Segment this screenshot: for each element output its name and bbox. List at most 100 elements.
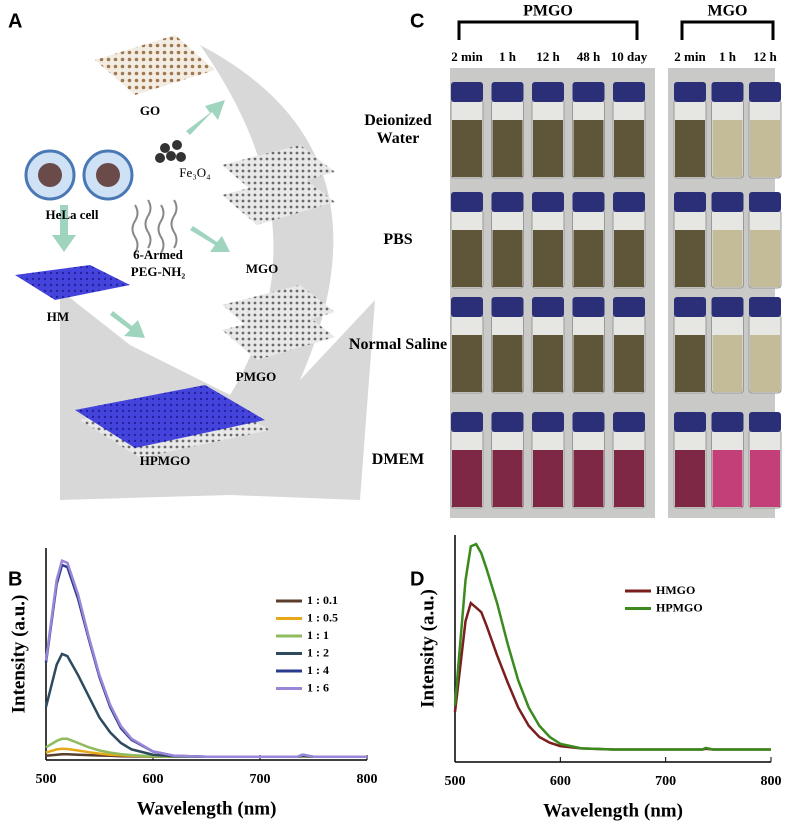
vial-cap: [711, 297, 744, 317]
pmgo-sheet: [222, 285, 335, 335]
time-label: 48 h: [577, 49, 601, 64]
legend-label: 1 : 0.1: [307, 593, 338, 607]
panel-label: D: [410, 568, 424, 590]
medium-label: PBS: [383, 231, 413, 248]
vial-liquid: [712, 120, 743, 177]
legend-label: HPMGO: [656, 600, 703, 614]
panel-label: A: [8, 10, 22, 32]
vial-cap: [613, 192, 645, 212]
x-tick-label: 600: [143, 772, 164, 787]
vial-liquid: [573, 450, 604, 507]
fe3o4-particles: [155, 140, 186, 163]
vial-cap: [572, 192, 605, 212]
vial-liquid: [573, 120, 604, 177]
label: HPMGO: [140, 453, 191, 468]
y-axis-label: Intensity (a.u.): [8, 595, 29, 714]
vial-cap: [532, 192, 564, 212]
vial-cap: [613, 412, 645, 432]
x-tick-label: 700: [250, 772, 271, 787]
vial-cap: [711, 412, 744, 432]
vial-cap: [491, 412, 524, 432]
label: PEG-NH₂: [131, 264, 186, 279]
vial-cap: [491, 192, 524, 212]
panel-label: C: [410, 10, 424, 32]
vial-cap: [749, 412, 781, 432]
hpmgo-membrane: [75, 385, 265, 448]
vial-cap: [749, 192, 781, 212]
vial-liquid: [712, 450, 743, 507]
time-label: 2 min: [451, 49, 483, 64]
vial-liquid: [750, 230, 780, 287]
x-tick-label: 700: [655, 774, 676, 789]
hela-cells: [24, 149, 134, 201]
x-tick-label: 500: [36, 772, 57, 787]
x-tick-label: 500: [445, 774, 466, 789]
vial-liquid: [452, 450, 482, 507]
x-axis-label: Wavelength (nm): [543, 800, 683, 821]
vial-cap: [572, 297, 605, 317]
vial-liquid: [712, 230, 743, 287]
label: 6-Armed: [133, 247, 184, 262]
vial-cap: [451, 192, 483, 212]
vial-liquid: [750, 450, 780, 507]
vial-liquid: [533, 230, 563, 287]
vial-cap: [451, 82, 483, 102]
vial-cap: [613, 82, 645, 102]
label: PMGO: [236, 369, 276, 384]
vial-liquid: [492, 230, 523, 287]
time-label: 10 day: [611, 49, 648, 64]
bracket: [680, 20, 775, 40]
vial-liquid: [614, 335, 644, 392]
x-tick-label: 600: [550, 774, 571, 789]
medium-label: DMEM: [371, 451, 425, 468]
vial-cap: [674, 192, 706, 212]
spectrum-line: [44, 559, 367, 759]
legend-label: HMGO: [656, 583, 695, 597]
vial-liquid: [492, 450, 523, 507]
vial-cap: [711, 192, 744, 212]
go-sheet: [95, 35, 215, 95]
vial-cap: [532, 412, 564, 432]
time-label: 1 h: [499, 49, 517, 64]
label: HM: [47, 309, 69, 324]
spectrum-line: [453, 542, 771, 751]
hm-sheet: [15, 265, 130, 300]
vial-liquid: [712, 335, 743, 392]
vial-cap: [749, 82, 781, 102]
bracket: [457, 20, 639, 40]
label: GO: [140, 103, 160, 118]
legend-label: 1 : 6: [307, 680, 329, 694]
vial-liquid: [750, 120, 780, 177]
vial-liquid: [675, 230, 705, 287]
x-axis-label: Wavelength (nm): [137, 798, 277, 819]
label: Fe₃O₄: [179, 165, 211, 180]
vial-liquid: [675, 120, 705, 177]
vial-liquid: [533, 335, 563, 392]
pmgo-sheet: [222, 310, 335, 360]
label: MGO: [246, 261, 279, 276]
vial-liquid: [614, 230, 644, 287]
vial-cap: [711, 82, 744, 102]
x-tick-label: 800: [357, 772, 378, 787]
vial-liquid: [675, 450, 705, 507]
vial-liquid: [533, 120, 563, 177]
vial-liquid: [452, 230, 482, 287]
vial-cap: [572, 412, 605, 432]
vial-liquid: [573, 230, 604, 287]
vial-cap: [451, 297, 483, 317]
vial-cap: [674, 412, 706, 432]
vial-cap: [491, 297, 524, 317]
mgo-sheet: [222, 175, 335, 225]
vial-liquid: [492, 335, 523, 392]
time-label: 12 h: [753, 49, 777, 64]
vial-cap: [749, 297, 781, 317]
legend-label: 1 : 1: [307, 628, 329, 642]
legend-label: 1 : 0.5: [307, 610, 338, 624]
time-label: 12 h: [536, 49, 560, 64]
schematic: [15, 35, 375, 500]
panel-label: B: [8, 568, 22, 590]
vial-cap: [674, 297, 706, 317]
vial-liquid: [533, 450, 563, 507]
